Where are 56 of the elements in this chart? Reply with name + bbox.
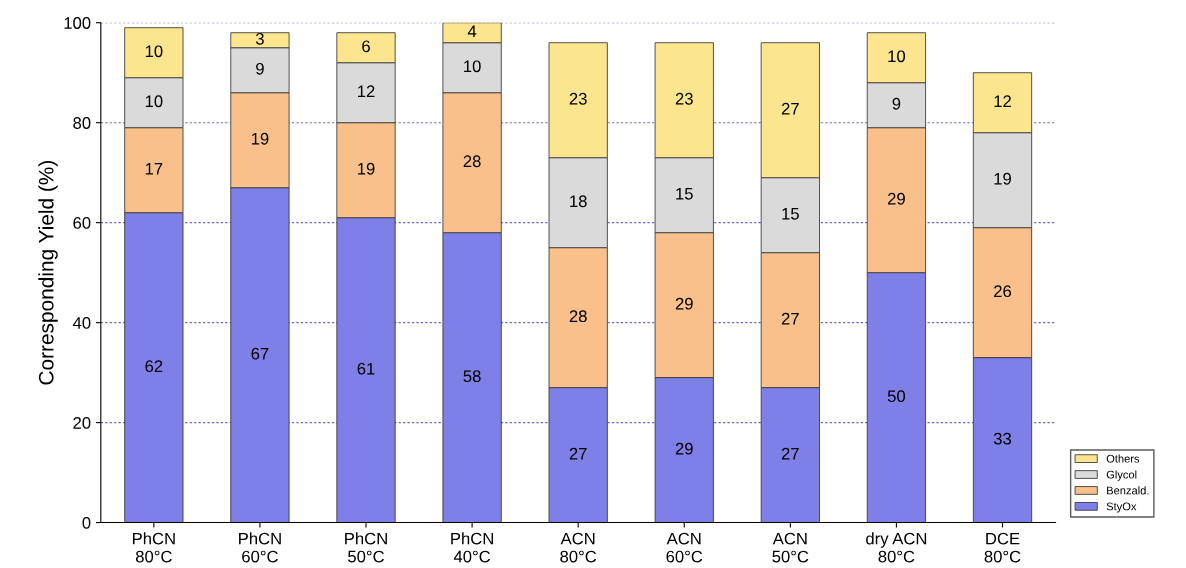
data-label: 12 xyxy=(358,85,375,98)
legend-label: Glycol xyxy=(1106,470,1137,481)
y-tick-label: 20 xyxy=(73,416,91,429)
y-tick-label: 100 xyxy=(64,17,91,29)
x-tick-label: PhCN 60°C xyxy=(239,532,281,563)
data-label: 62 xyxy=(145,360,163,373)
data-label: 33 xyxy=(993,432,1012,445)
y-tick-label: 60 xyxy=(73,217,91,229)
x-tick-label: ACN 50°C xyxy=(772,532,809,563)
y-tick-label: 0 xyxy=(82,516,91,529)
data-label: 19 xyxy=(251,132,269,145)
data-label: 29 xyxy=(675,442,693,455)
data-label: 19 xyxy=(358,162,375,175)
data-label: 6 xyxy=(362,40,370,53)
x-tick-label: DCE 80°C xyxy=(984,532,1021,563)
y-tick-label: 40 xyxy=(72,317,91,329)
legend-label: Benzald. xyxy=(1107,486,1149,495)
data-label: 23 xyxy=(569,92,587,105)
data-label: 61 xyxy=(357,362,375,375)
data-label: 29 xyxy=(675,297,693,310)
data-label: 50 xyxy=(887,390,906,403)
y-axis-title: Corresponding Yield (%) xyxy=(38,161,58,385)
data-label: 18 xyxy=(570,195,587,208)
data-label: 10 xyxy=(145,45,163,58)
data-label: 3 xyxy=(255,32,264,45)
data-label: 29 xyxy=(887,192,905,205)
x-tick-label: ACN 80°C xyxy=(560,532,597,563)
x-tick-label: PhCN 50°C xyxy=(345,532,387,563)
data-label: 27 xyxy=(781,312,799,325)
data-label: 28 xyxy=(463,155,481,168)
data-label: 10 xyxy=(464,60,481,73)
y-tick-label: 80 xyxy=(73,117,91,129)
x-tick-label: dry ACN 80°C xyxy=(866,532,927,563)
data-label: 19 xyxy=(994,172,1011,185)
data-label: 15 xyxy=(676,188,693,200)
legend-label: Others xyxy=(1106,454,1140,463)
data-label: 17 xyxy=(145,163,163,175)
data-label: 4 xyxy=(467,25,477,38)
data-label: 28 xyxy=(569,310,587,323)
x-tick-label: PhCN 80°C xyxy=(132,532,175,563)
data-label: 26 xyxy=(994,285,1012,298)
x-tick-label: PhCN 40°C xyxy=(451,532,493,563)
data-label: 10 xyxy=(145,95,163,108)
data-label: 27 xyxy=(569,447,587,460)
data-label: 15 xyxy=(782,208,799,220)
data-label: 12 xyxy=(994,95,1011,107)
data-label: 27 xyxy=(781,447,799,460)
data-label: 23 xyxy=(675,92,693,105)
x-tick-label: ACN 60°C xyxy=(666,532,703,563)
data-label: 9 xyxy=(256,62,264,75)
data-label: 10 xyxy=(888,50,906,63)
data-label: 58 xyxy=(463,370,481,383)
data-label: 9 xyxy=(892,97,901,110)
legend-label: StyOx xyxy=(1106,502,1137,513)
data-label: 27 xyxy=(781,102,799,115)
data-label: 67 xyxy=(251,347,269,360)
